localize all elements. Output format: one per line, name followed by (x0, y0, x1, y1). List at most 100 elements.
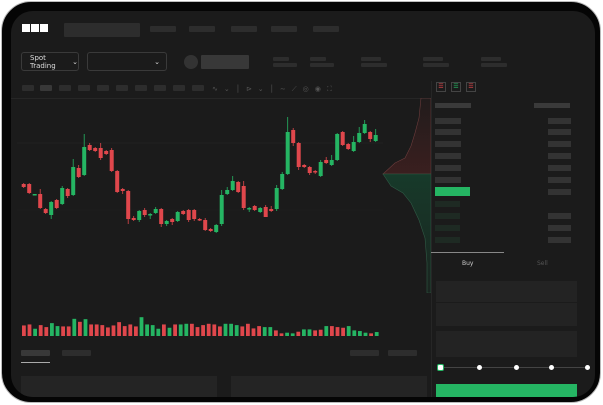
candle (21, 184, 26, 187)
candle (159, 209, 164, 224)
total-input[interactable] (436, 331, 577, 357)
candle (373, 135, 378, 141)
candle (351, 142, 356, 151)
candle (137, 211, 142, 220)
volume-bar (190, 323, 194, 336)
filter-button[interactable] (350, 350, 379, 356)
slider-mark-50[interactable] (514, 365, 519, 370)
market-selector[interactable]: Spot Trading ⌄ (21, 52, 79, 71)
timeframe-button[interactable] (154, 85, 166, 91)
volume-bar (240, 326, 245, 336)
volume-bar (150, 325, 155, 336)
volume-bar (229, 323, 233, 336)
candle (71, 167, 76, 195)
slider-mark-100[interactable] (585, 365, 590, 370)
volume-bar (330, 326, 334, 336)
timeframe-button[interactable] (40, 85, 52, 91)
okx-logo[interactable] (22, 24, 48, 32)
market-selector-label: Spot Trading (30, 53, 56, 70)
ask-price (435, 165, 461, 171)
candle (241, 186, 246, 208)
tab-order-history[interactable] (62, 350, 91, 356)
chevron-down-icon: ⌄ (154, 57, 160, 66)
slider-mark-75[interactable] (549, 365, 554, 370)
stat-label (361, 57, 381, 61)
bid-amount (548, 237, 571, 243)
stat-label (423, 57, 443, 61)
volume-bar (369, 333, 373, 336)
orderbook-both-icon[interactable]: ☰ (436, 82, 446, 92)
ask-amount (548, 177, 571, 183)
volume-bar (341, 327, 345, 336)
ask-price (435, 177, 461, 183)
timeframe-button[interactable] (78, 85, 90, 91)
volume-bar (346, 326, 351, 336)
bid-price (435, 213, 460, 219)
nav-item[interactable] (189, 26, 215, 32)
orderbook-bids-icon[interactable]: ☰ (451, 82, 461, 92)
volume-bar (66, 326, 71, 336)
candle (302, 165, 307, 167)
timeframe-button[interactable] (59, 85, 71, 91)
volume-bar (218, 326, 222, 336)
timeframe-button[interactable] (135, 85, 147, 91)
candle (120, 189, 125, 191)
candle (131, 218, 136, 220)
nav-item[interactable] (313, 26, 339, 32)
candlestick-chart[interactable] (17, 98, 383, 338)
price-input[interactable] (436, 281, 577, 302)
nav-item[interactable] (271, 26, 297, 32)
candle (219, 195, 224, 224)
timeframe-button[interactable] (97, 85, 109, 91)
candle (164, 221, 169, 224)
amount-input[interactable] (436, 303, 577, 326)
ask-amount (548, 129, 571, 135)
amount-slider-handle[interactable] (437, 364, 444, 371)
pair-selector[interactable]: ⌄ (87, 52, 167, 71)
volume-bar (184, 323, 189, 336)
stat-label (273, 57, 289, 61)
candle (126, 191, 131, 219)
stat-value (481, 63, 507, 67)
candle (280, 174, 285, 189)
timeframe-button[interactable] (116, 85, 128, 91)
timeframe-button[interactable] (192, 85, 204, 91)
volume-bar (156, 328, 161, 336)
volume-bar (134, 326, 138, 336)
volume-bar (201, 325, 205, 336)
candle (362, 124, 367, 133)
divider (11, 98, 431, 99)
candle (148, 214, 153, 216)
volume-bar (72, 318, 77, 336)
volume-bar (61, 326, 65, 336)
volume-bar (50, 323, 54, 336)
candle (142, 210, 147, 215)
orderbook-asks-icon[interactable]: ☰ (466, 82, 476, 92)
tab-buy[interactable]: Buy (462, 260, 474, 267)
timeframe-button[interactable] (22, 85, 34, 91)
ask-price (435, 129, 461, 135)
stat-value (310, 63, 334, 67)
nav-item[interactable] (231, 26, 257, 32)
volume-bar (352, 330, 357, 336)
candle (340, 132, 345, 145)
slider-mark-25[interactable] (477, 365, 482, 370)
candle (82, 147, 87, 175)
search-bar[interactable] (64, 23, 140, 37)
tab-sell[interactable]: Sell (537, 260, 548, 267)
volume-bar (358, 331, 362, 336)
buy-button[interactable] (436, 384, 577, 397)
candle (269, 209, 274, 211)
candle (230, 181, 235, 190)
tab-open-orders[interactable] (21, 350, 50, 356)
candle (115, 171, 120, 192)
candle (346, 144, 351, 149)
divider (431, 81, 432, 397)
chart-tool-icons[interactable]: ∿⌄│⊳⌄│∼⟋◎◉⛶ (212, 85, 338, 93)
volume-bar (262, 327, 267, 336)
volume-bar (128, 324, 133, 336)
nav-item[interactable] (150, 26, 176, 32)
timeframe-button[interactable] (173, 85, 185, 91)
filter-button[interactable] (388, 350, 417, 356)
candle (43, 209, 48, 213)
